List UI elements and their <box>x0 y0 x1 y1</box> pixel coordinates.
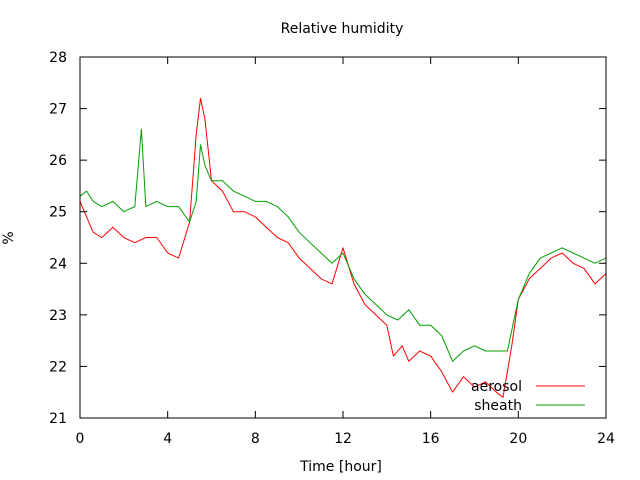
x-tick-label: 12 <box>334 431 352 447</box>
x-tick-label: 20 <box>509 431 527 447</box>
y-tick-label: 23 <box>49 308 67 324</box>
y-tick-label: 28 <box>49 50 67 66</box>
x-tick-label: 24 <box>597 431 615 447</box>
y-tick-label: 26 <box>49 153 67 169</box>
y-tick-label: 21 <box>49 411 67 427</box>
y-tick-label: 27 <box>49 102 67 118</box>
series-line-sheath <box>79 128 607 362</box>
ticks-layer: 21 22 23 24 25 26 27 28 0 4 8 12 16 20 24 <box>49 50 615 447</box>
x-tick-label: 8 <box>251 431 260 447</box>
legend: aerosol sheath <box>471 379 585 414</box>
x-axis-label: Time [hour] <box>299 459 382 475</box>
y-tick-label: 24 <box>49 256 67 272</box>
legend-label-sheath: sheath <box>474 398 522 414</box>
plot-frame <box>79 56 607 419</box>
series-layer <box>79 97 607 398</box>
series-line-aerosol <box>79 97 607 398</box>
y-axis-label: % <box>1 231 17 244</box>
y-tick-label: 25 <box>49 205 67 221</box>
x-tick-label: 16 <box>422 431 440 447</box>
y-tick-label: 22 <box>49 359 67 375</box>
legend-label-aerosol: aerosol <box>471 379 522 395</box>
x-tick-label: 4 <box>163 431 172 447</box>
chart-title: Relative humidity <box>281 21 404 37</box>
x-tick-label: 0 <box>76 431 85 447</box>
